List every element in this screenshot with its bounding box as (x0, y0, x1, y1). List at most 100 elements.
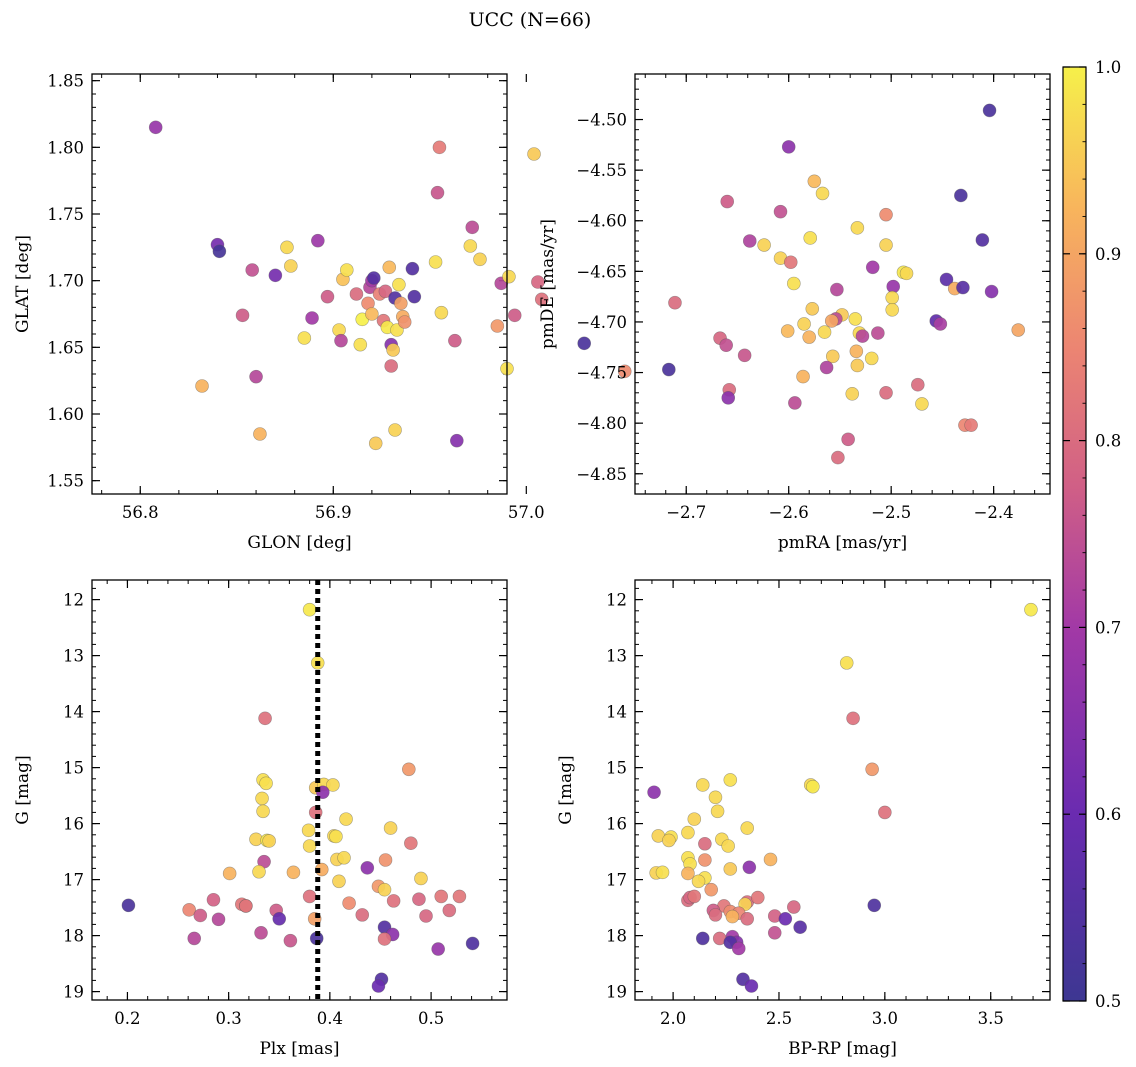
data-point (402, 762, 416, 777)
data-point (206, 892, 221, 907)
data-point (817, 325, 832, 339)
data-point (302, 602, 317, 617)
x-tick-label: −2.4 (974, 503, 1014, 522)
data-point (302, 839, 317, 853)
y-tick-label: 14 (63, 703, 84, 722)
data-point (695, 931, 710, 946)
data-point (787, 276, 801, 291)
data-point (855, 329, 870, 343)
data-point (280, 240, 294, 255)
data-point (465, 936, 480, 951)
data-point (262, 834, 276, 848)
data-point (845, 387, 860, 401)
y-tick-label: 14 (606, 703, 627, 722)
data-point (378, 853, 393, 867)
data-point (824, 314, 839, 328)
y-tick-label: 1.65 (47, 338, 84, 357)
data-point (394, 296, 408, 311)
data-point (830, 282, 844, 297)
data-point (577, 336, 592, 351)
colorbar-tick-label: 1.0 (1095, 58, 1121, 77)
data-point (452, 889, 467, 904)
data-point (414, 871, 428, 886)
data-point (255, 791, 269, 806)
data-point (502, 269, 516, 284)
data-point (332, 874, 346, 889)
data-point (490, 319, 505, 333)
data-point (781, 140, 796, 154)
data-point (235, 308, 250, 323)
data-point (975, 233, 990, 247)
data-point (434, 305, 449, 320)
x-axis-label: Plx [mas] (259, 1039, 339, 1059)
figure-title: UCC (N=66) (469, 9, 592, 31)
data-point (193, 908, 208, 923)
data-point (405, 261, 420, 276)
data-point (647, 785, 661, 800)
y-tick-label: 13 (63, 647, 84, 666)
x-tick-label: 2.5 (766, 1009, 792, 1028)
data-point (353, 337, 368, 352)
data-point (708, 790, 723, 805)
data-point (783, 255, 798, 270)
data-point (245, 263, 260, 277)
data-point (723, 773, 738, 787)
data-point (367, 271, 381, 285)
data-point (807, 174, 822, 189)
colorbar-gradient (1062, 66, 1087, 1002)
data-point (787, 900, 801, 914)
data-point (428, 255, 443, 269)
data-point (473, 252, 487, 267)
data-point (687, 889, 702, 904)
data-point (337, 850, 351, 865)
data-point (297, 331, 312, 345)
x-tick-label: 3.5 (978, 1009, 1004, 1028)
data-point (283, 933, 298, 948)
data-point (662, 833, 676, 848)
data-point (681, 866, 695, 881)
y-tick-label: 1.85 (47, 72, 84, 91)
data-point (723, 862, 738, 876)
data-point (710, 804, 725, 819)
y-tick-label: 19 (63, 983, 84, 1002)
data-point (681, 825, 695, 840)
data-point (212, 244, 227, 259)
data-point (984, 284, 999, 299)
data-point (254, 925, 268, 940)
data-point (527, 147, 541, 161)
y-tick-label: −4.75 (576, 364, 627, 383)
x-axis-label: pmRA [mas/yr] (778, 533, 907, 553)
y-axis-label: GLAT [deg] (13, 235, 33, 333)
data-point (773, 204, 788, 219)
data-point (721, 391, 736, 405)
data-point (865, 260, 880, 275)
data-point (407, 289, 422, 304)
x-tick-label: 0.3 (216, 1009, 242, 1028)
y-axis-label: G [mag] (13, 755, 33, 824)
data-point (815, 186, 830, 201)
data-point (187, 931, 202, 946)
data-point (871, 326, 885, 340)
data-point (691, 874, 706, 889)
data-point (725, 909, 740, 924)
data-point (719, 338, 733, 353)
colorbar-tick-label: 0.9 (1095, 245, 1121, 264)
y-axis-label: G [mag] (556, 755, 576, 824)
data-point (431, 942, 445, 956)
data-point (383, 821, 398, 835)
y-tick-label: −4.50 (576, 111, 627, 130)
data-point (964, 418, 978, 432)
data-point (744, 979, 759, 993)
y-tick-label: 1.80 (47, 138, 84, 157)
data-point (954, 188, 968, 203)
data-point (368, 436, 383, 451)
data-point (819, 360, 834, 375)
data-point (342, 896, 356, 910)
y-tick-label: 12 (63, 591, 84, 610)
colorbar-tick-label: 0.7 (1095, 618, 1121, 637)
data-point (432, 140, 447, 155)
data-point (430, 185, 445, 200)
data-point (339, 263, 354, 277)
colorbar-tick-label: 0.5 (1095, 992, 1121, 1011)
